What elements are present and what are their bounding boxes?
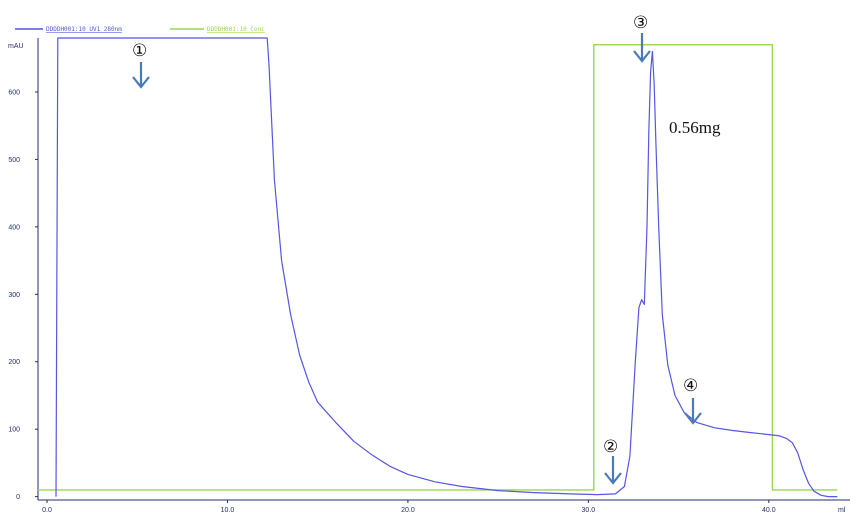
y-tick-label: 600 — [8, 89, 20, 96]
y-axis-unit: mAU — [8, 43, 24, 50]
y-tick-label: 100 — [8, 427, 20, 434]
series-line-conc — [38, 44, 838, 491]
annotation-2-label: ② — [603, 437, 618, 457]
x-axis-unit: ml — [838, 507, 846, 514]
x-tick-label: 40.0 — [762, 507, 776, 514]
annotations: ① ② ③ ④ 0.56mg — [132, 13, 721, 485]
x-tick-label: 30.0 — [582, 507, 596, 514]
y-tick-label: 500 — [8, 157, 20, 164]
annotation-1-label: ① — [132, 41, 147, 61]
y-tick-label: 300 — [8, 292, 20, 299]
y-tick-label: 200 — [8, 359, 20, 366]
legend-label-uv: DDDDH001:10_UV1_280nm — [46, 26, 122, 33]
legend: DDDDH001:10_UV1_280nm DDDDH001:10_Conc — [15, 26, 265, 33]
annotation-2-arrow-icon — [604, 456, 622, 485]
series-layer — [38, 37, 838, 498]
annotation-4-arrow-icon — [684, 398, 702, 425]
y-tick-label: 0 — [16, 494, 20, 501]
y-ticks: 0 100 200 300 400 500 600 — [8, 89, 38, 501]
annotation-4-label: ④ — [683, 376, 698, 396]
series-line-uv-280nm — [55, 37, 838, 498]
x-tick-label: 10.0 — [221, 507, 235, 514]
x-tick-label: 0.0 — [42, 507, 52, 514]
annotation-3-arrow-icon — [633, 33, 651, 63]
x-tick-label: 20.0 — [401, 507, 415, 514]
legend-label-conc: DDDDH001:10_Conc — [207, 26, 265, 33]
annotation-3-label: ③ — [633, 13, 648, 33]
mass-annotation: 0.56mg — [669, 118, 721, 137]
annotation-1-arrow-icon — [132, 62, 150, 89]
y-tick-label: 400 — [8, 224, 20, 231]
x-ticks: 0.0 10.0 20.0 30.0 40.0 — [42, 500, 776, 514]
